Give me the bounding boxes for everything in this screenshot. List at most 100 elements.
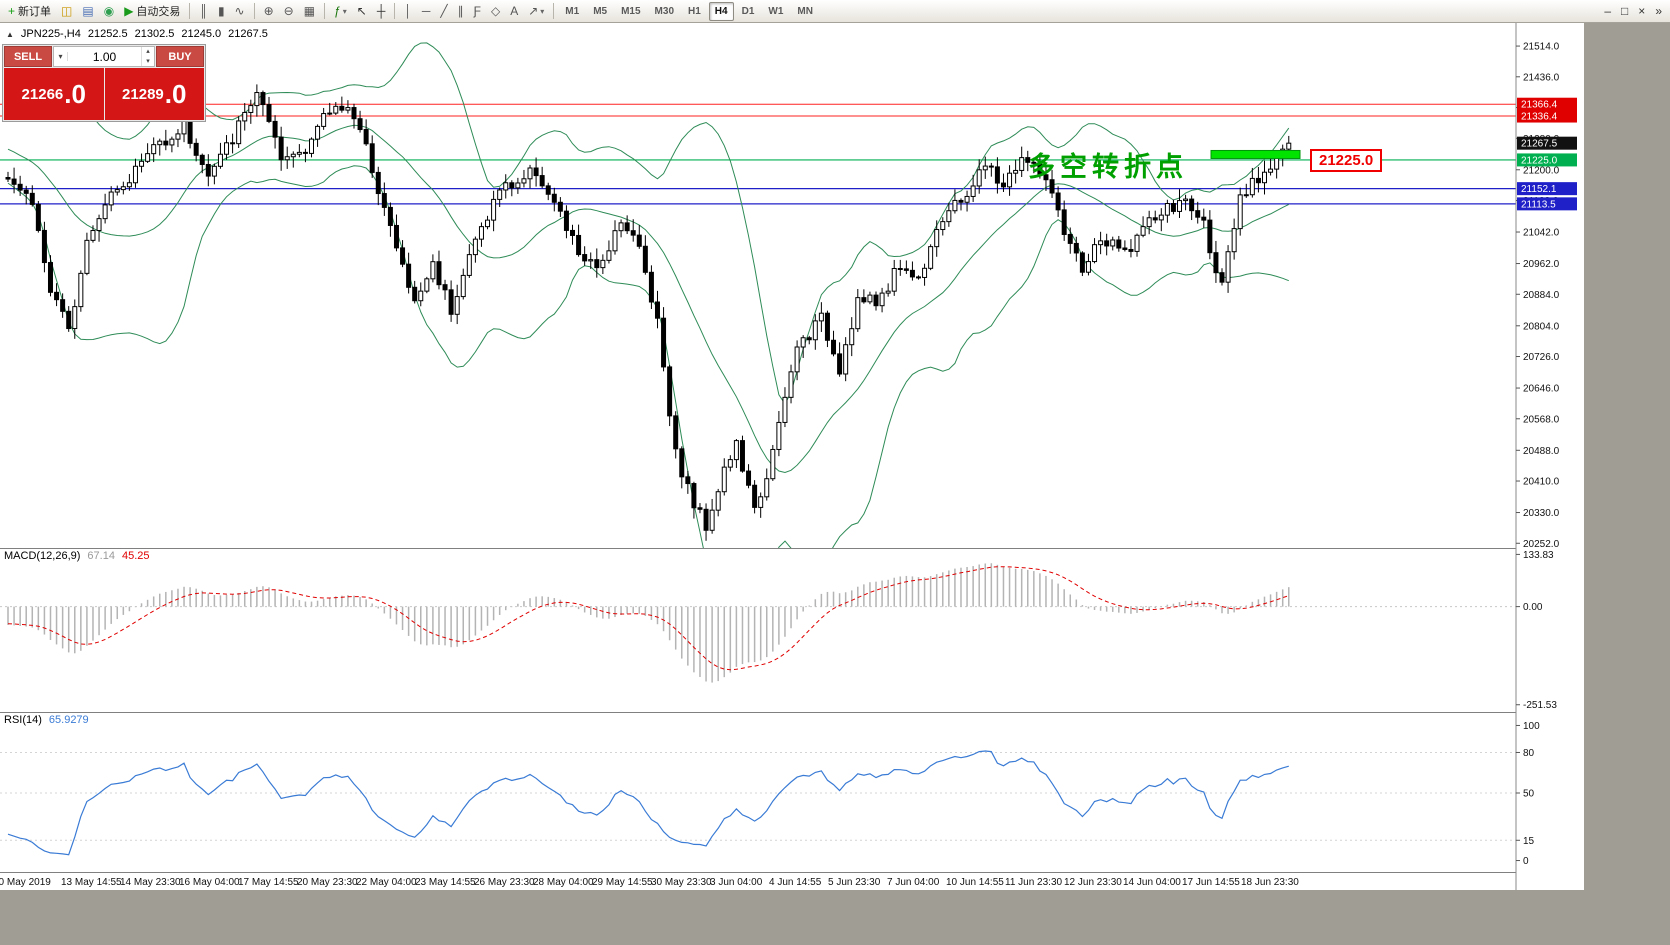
channel-icon[interactable]: ∥ bbox=[454, 2, 468, 21]
svg-text:20726.0: 20726.0 bbox=[1523, 352, 1560, 363]
period-m1-button[interactable]: M1 bbox=[565, 5, 580, 17]
text-label-icon[interactable]: A bbox=[506, 2, 522, 21]
buy-price-button[interactable]: 21289.0 bbox=[104, 68, 204, 120]
profiles-icon[interactable]: ▤ bbox=[78, 2, 97, 21]
period-h4-button[interactable]: H4 bbox=[708, 1, 734, 21]
svg-text:20 May 23:30: 20 May 23:30 bbox=[297, 877, 358, 888]
toolbar-overflow-icon[interactable]: » bbox=[1651, 2, 1666, 21]
tile-windows-icon[interactable]: ▦ bbox=[300, 2, 319, 21]
fibonacci-icon[interactable]: Ƒ bbox=[470, 2, 485, 21]
buy-button[interactable]: BUY bbox=[156, 46, 204, 67]
period-m5-button[interactable]: M5 bbox=[593, 5, 608, 17]
minimize-window-icon[interactable]: – bbox=[1600, 2, 1615, 21]
panel-toggle-icon[interactable]: ▲ bbox=[6, 29, 14, 39]
price-axis[interactable]: 21514.021436.021358.021280.021200.021122… bbox=[1516, 42, 1577, 867]
indicators-icon[interactable]: ƒ ▾ bbox=[330, 2, 351, 21]
svg-text:20410.0: 20410.0 bbox=[1523, 477, 1560, 488]
annotation-turning-point-text[interactable]: 多空转折点 bbox=[1028, 152, 1188, 182]
rsi-label: RSI(14) bbox=[4, 714, 42, 726]
autotrade-button[interactable]: ▶ 自动交易 bbox=[120, 2, 184, 21]
ohlc-open: 21252.5 bbox=[87, 28, 128, 40]
autotrade-glyph: ▶ bbox=[124, 4, 134, 18]
arrow-objects-icon-dropdown[interactable]: ▾ bbox=[540, 6, 545, 16]
svg-text:21366.4: 21366.4 bbox=[1521, 100, 1558, 111]
shapes-icon[interactable]: ◇ bbox=[487, 2, 504, 21]
shapes-icon-glyph: ◇ bbox=[490, 4, 501, 18]
sell-price-button[interactable]: 21266.0 bbox=[4, 68, 104, 120]
svg-text:7 Jun 04:00: 7 Jun 04:00 bbox=[887, 877, 940, 888]
svg-text:21152.1: 21152.1 bbox=[1521, 184, 1557, 195]
svg-text:26 May 23:30: 26 May 23:30 bbox=[474, 877, 535, 888]
period-h1-button[interactable]: H1 bbox=[688, 5, 701, 17]
sell-button[interactable]: SELL bbox=[4, 46, 52, 67]
candles bbox=[5, 84, 1292, 541]
candlestick-chart-icon-glyph: ▮ bbox=[217, 4, 225, 18]
svg-text:20646.0: 20646.0 bbox=[1523, 384, 1560, 395]
toolbar-separator bbox=[189, 3, 191, 19]
volume-dropdown-icon[interactable]: ▾ bbox=[54, 52, 68, 61]
cursor-icon[interactable]: ↖ bbox=[353, 2, 371, 21]
svg-text:21042.0: 21042.0 bbox=[1523, 228, 1560, 239]
close-window-icon[interactable]: × bbox=[1634, 2, 1649, 21]
period-mn-button[interactable]: MN bbox=[797, 5, 813, 17]
rsi-indicator-header: RSI(14) 65.9279 bbox=[4, 714, 89, 726]
svg-text:13 May 14:55: 13 May 14:55 bbox=[61, 877, 122, 888]
indicators-icon-dropdown[interactable]: ▾ bbox=[342, 6, 347, 16]
volume-stepper[interactable]: ▾ 1.00 ▴ ▾ bbox=[53, 46, 155, 67]
volume-spin-buttons[interactable]: ▴ ▾ bbox=[141, 46, 154, 67]
svg-text:5 Jun 23:30: 5 Jun 23:30 bbox=[828, 877, 881, 888]
restore-window-icon[interactable]: □ bbox=[1617, 2, 1632, 21]
rsi-line bbox=[7, 750, 1289, 856]
svg-text:14 May 23:30: 14 May 23:30 bbox=[120, 877, 181, 888]
horizontal-line-icon-glyph: ─ bbox=[421, 4, 431, 18]
line-chart-icon[interactable]: ∿ bbox=[231, 2, 249, 21]
period-m30-button[interactable]: M30 bbox=[654, 5, 674, 17]
zoom-out-icon-glyph: ⊖ bbox=[283, 4, 294, 18]
zoom-in-icon[interactable]: ⊕ bbox=[260, 2, 278, 21]
svg-text:23 May 14:55: 23 May 14:55 bbox=[415, 877, 476, 888]
macd-signal-value: 45.25 bbox=[121, 550, 150, 562]
toolbar-separator bbox=[553, 3, 555, 19]
svg-text:21113.5: 21113.5 bbox=[1521, 199, 1556, 210]
symbol-timeframe: JPN225-,H4 bbox=[20, 28, 81, 40]
annotation-price-label[interactable]: 21225.0 bbox=[1310, 149, 1383, 172]
period-m15-button[interactable]: M15 bbox=[621, 5, 641, 17]
green-highlight-bar[interactable] bbox=[1210, 149, 1301, 159]
svg-text:22 May 04:00: 22 May 04:00 bbox=[356, 877, 417, 888]
new-order-glyph: + bbox=[8, 4, 16, 18]
close-window-icon-glyph: × bbox=[1638, 4, 1646, 18]
trendline-icon[interactable]: ╱ bbox=[436, 2, 451, 21]
arrow-objects-icon[interactable]: ↗ ▾ bbox=[524, 2, 548, 21]
price-badge bbox=[1517, 97, 1577, 111]
new-chart-icon[interactable]: ◫ bbox=[57, 2, 76, 21]
new-order-button[interactable]: + 新订单 bbox=[4, 2, 55, 21]
line-chart-icon-glyph: ∿ bbox=[234, 4, 245, 18]
restore-window-icon-glyph: □ bbox=[1621, 4, 1629, 18]
svg-text:10 Jun 14:55: 10 Jun 14:55 bbox=[946, 877, 1004, 888]
price-badge bbox=[1517, 182, 1577, 196]
bar-chart-icon[interactable]: ║ bbox=[195, 2, 212, 21]
candlestick-chart-icon[interactable]: ▮ bbox=[214, 2, 229, 21]
sell-price: 21266 bbox=[21, 85, 64, 103]
vertical-line-icon[interactable]: │ bbox=[400, 2, 416, 21]
chart-window: 21514.021436.021358.021280.021200.021122… bbox=[0, 23, 1584, 890]
text-label-icon-glyph: A bbox=[510, 4, 519, 18]
period-w1-button[interactable]: W1 bbox=[768, 5, 784, 17]
volume-down-icon[interactable]: ▾ bbox=[146, 57, 150, 65]
horizontal-line-icon[interactable]: ─ bbox=[418, 2, 435, 21]
svg-text:16 May 04:00: 16 May 04:00 bbox=[179, 877, 240, 888]
svg-text:20330.0: 20330.0 bbox=[1523, 508, 1560, 519]
volume-up-icon[interactable]: ▴ bbox=[146, 47, 150, 55]
minimize-window-icon-glyph: – bbox=[1604, 4, 1612, 18]
zoom-out-icon[interactable]: ⊖ bbox=[280, 2, 298, 21]
svg-text:20568.0: 20568.0 bbox=[1523, 414, 1560, 425]
period-d1-button[interactable]: D1 bbox=[741, 5, 755, 17]
svg-text:133.83: 133.83 bbox=[1523, 550, 1554, 561]
volume-value[interactable]: 1.00 bbox=[92, 49, 117, 64]
bollinger-upper bbox=[7, 42, 1290, 405]
buy-price: 21289 bbox=[122, 85, 164, 103]
vertical-line-icon-glyph: │ bbox=[404, 4, 412, 18]
crosshair-icon[interactable]: ┼ bbox=[373, 2, 390, 21]
data-window-icon[interactable]: ◉ bbox=[100, 2, 118, 21]
